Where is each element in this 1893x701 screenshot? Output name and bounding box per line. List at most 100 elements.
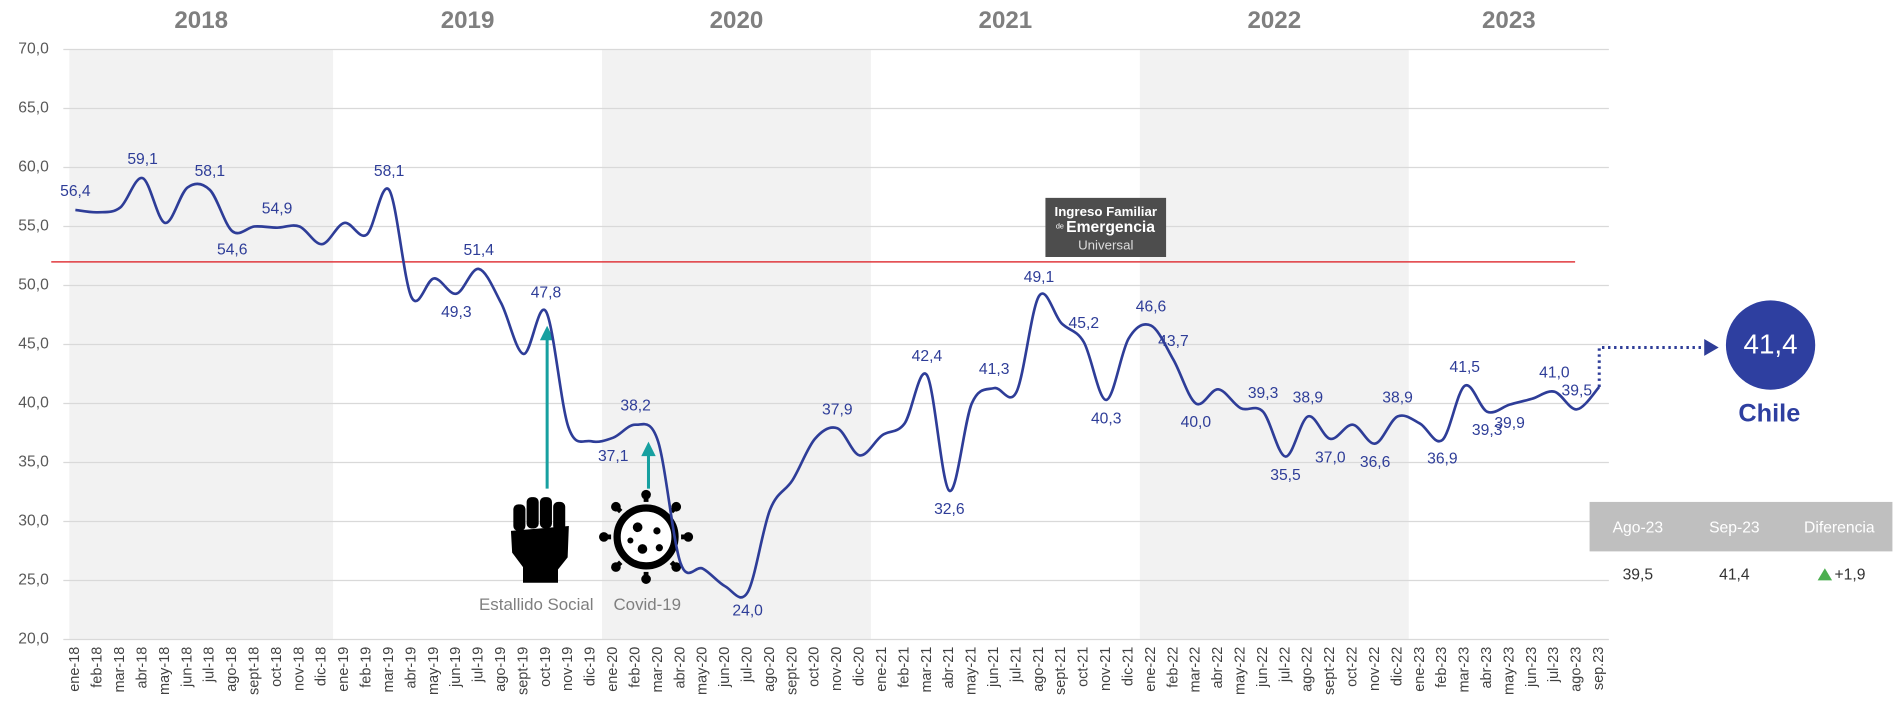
x-tick-label: abr-18 xyxy=(134,647,150,689)
data-label: 49,3 xyxy=(441,304,472,321)
year-label: 2020 xyxy=(710,7,764,34)
y-tick-label: 55,0 xyxy=(18,218,49,235)
x-tick-label: ago-23 xyxy=(1569,647,1585,692)
x-tick-label: may-20 xyxy=(695,647,711,695)
data-label: 54,9 xyxy=(262,201,293,218)
x-tick-label: nov-19 xyxy=(560,647,576,691)
x-tick-label: ago-18 xyxy=(224,647,240,692)
y-tick-label: 40,0 xyxy=(18,395,49,412)
connector-head xyxy=(1704,339,1719,356)
year-label: 2023 xyxy=(1482,7,1536,34)
year-label: 2022 xyxy=(1247,7,1301,34)
data-label: 37,0 xyxy=(1315,449,1346,466)
data-label: 39,3 xyxy=(1472,422,1503,439)
data-label: 45,2 xyxy=(1069,315,1100,332)
x-tick-label: may-23 xyxy=(1501,647,1517,695)
data-label: 36,9 xyxy=(1427,450,1458,467)
x-tick-label: dic-18 xyxy=(314,647,330,686)
x-tick-label: feb-19 xyxy=(359,647,375,688)
data-label: 24,0 xyxy=(732,603,763,620)
x-tick-label: sept-22 xyxy=(1322,647,1338,695)
x-tick-label: may-19 xyxy=(426,647,442,695)
x-tick-label: jun-22 xyxy=(1255,647,1271,688)
y-tick-label: 65,0 xyxy=(18,100,49,117)
x-tick-label: ene-21 xyxy=(874,647,890,692)
x-tick-label: jun-20 xyxy=(717,647,733,688)
table-cell: 41,4 xyxy=(1719,567,1750,584)
table-cell: +1,9 xyxy=(1835,567,1866,584)
y-tick-label: 50,0 xyxy=(18,277,49,294)
x-tick-label: jun-23 xyxy=(1524,647,1540,688)
x-tick-label: oct-22 xyxy=(1345,647,1361,687)
decorations: Ingreso Familiar de Emergencia Universal xyxy=(479,197,1893,614)
data-label: 41,3 xyxy=(979,361,1010,378)
x-tick-label: jun-19 xyxy=(448,647,464,688)
y-tick-label: 60,0 xyxy=(18,159,49,176)
data-label: 38,9 xyxy=(1382,389,1413,406)
x-tick-label: nov-20 xyxy=(829,647,845,691)
data-label: 49,1 xyxy=(1024,269,1055,286)
data-label: 37,1 xyxy=(598,448,629,465)
data-label: 47,8 xyxy=(531,284,562,301)
event-label: Estallido Social xyxy=(479,595,593,614)
x-tick-label: oct-20 xyxy=(807,647,823,687)
x-tick-label: abr-22 xyxy=(1210,647,1226,689)
x-tick-label: ago-21 xyxy=(1031,647,1047,692)
data-label: 32,6 xyxy=(934,501,965,518)
x-tick-label: sept-20 xyxy=(784,647,800,695)
data-label: 38,2 xyxy=(620,398,651,415)
x-tick-label: sept-18 xyxy=(246,647,262,695)
x-tick-label: ago-20 xyxy=(762,647,778,692)
x-tick-label: feb-23 xyxy=(1434,647,1450,688)
x-tick-label: dic-22 xyxy=(1389,647,1405,686)
x-tick-label: mar-19 xyxy=(381,647,397,693)
x-tick-label: oct-21 xyxy=(1076,647,1092,687)
x-tick-label: ene-23 xyxy=(1412,647,1428,692)
x-tick-label: dic-21 xyxy=(1120,647,1136,686)
y-tick-label: 45,0 xyxy=(18,336,49,353)
table-cell: 39,5 xyxy=(1623,567,1654,584)
x-tick-label: nov-18 xyxy=(291,647,307,691)
x-tick-label: nov-21 xyxy=(1098,647,1114,691)
x-tick-label: jul-20 xyxy=(739,647,755,683)
table-header-cell: Sep-23 xyxy=(1709,520,1760,537)
series-line xyxy=(75,176,1601,599)
up-triangle xyxy=(1817,568,1833,581)
x-tick-label: mar-20 xyxy=(650,647,666,693)
highlight-value: 41,4 xyxy=(1744,329,1798,360)
event-label: Covid-19 xyxy=(614,595,682,614)
x-tick-label: nov-22 xyxy=(1367,647,1383,691)
x-tick-label: feb-18 xyxy=(90,647,106,688)
y-tick-label: 20,0 xyxy=(18,631,49,648)
logo-text: Emergencia xyxy=(1066,219,1155,236)
year-label: 2018 xyxy=(174,7,228,34)
data-label: 41,5 xyxy=(1450,359,1481,376)
data-label: 59,1 xyxy=(127,151,158,168)
x-tick-label: mar-21 xyxy=(919,647,935,693)
data-label: 40,0 xyxy=(1181,414,1212,431)
connector xyxy=(1597,345,1707,387)
x-tick-label: jul-22 xyxy=(1277,647,1293,683)
x-tick-label: abr-19 xyxy=(403,647,419,689)
x-tick-label: dic-19 xyxy=(583,647,599,686)
data-label: 46,6 xyxy=(1136,299,1167,316)
x-tick-label: abr-23 xyxy=(1479,647,1495,689)
logo-text: de xyxy=(1056,222,1064,231)
y-tick-label: 70,0 xyxy=(18,41,49,58)
data-label: 38,9 xyxy=(1293,389,1324,406)
data-label: 56,4 xyxy=(60,183,91,200)
data-label: 58,1 xyxy=(195,163,226,180)
table-header xyxy=(1589,501,1893,552)
data-label: 42,4 xyxy=(912,348,943,365)
x-tick-label: sept-19 xyxy=(515,647,531,695)
data-label: 39,5 xyxy=(1562,382,1593,399)
x-tick-label: ene-18 xyxy=(67,647,83,692)
event-arrow-head xyxy=(539,325,555,341)
y-tick-label: 30,0 xyxy=(18,513,49,530)
x-tick-label: sept-21 xyxy=(1053,647,1069,695)
series-name: Chile xyxy=(1738,400,1800,428)
y-tick-label: 25,0 xyxy=(18,572,49,589)
x-tick-label: oct-18 xyxy=(269,647,285,687)
data-label: 54,6 xyxy=(217,242,248,259)
